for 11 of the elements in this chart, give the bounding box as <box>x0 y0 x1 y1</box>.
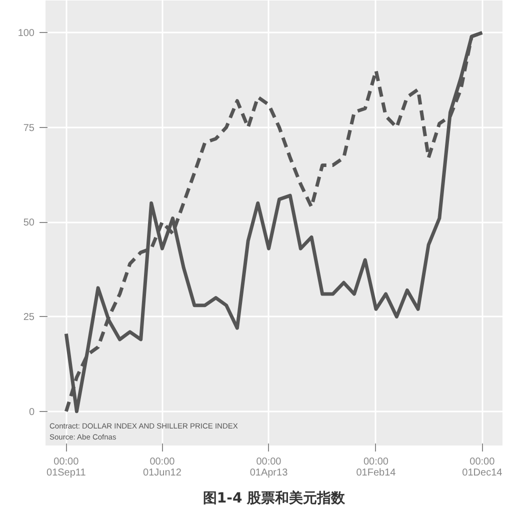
y-tick-label: 25 <box>23 312 35 324</box>
x-tick-label: 00:00 01Sep11 <box>46 456 86 478</box>
y-tick-label: 75 <box>23 122 35 134</box>
text: 图1-4 股票和美元指数 <box>202 490 346 506</box>
y-tick-label: 0 <box>28 406 35 418</box>
y-tick-label: 100 <box>18 28 35 40</box>
x-tick-label: 00:00 01Jun12 <box>143 456 182 478</box>
x-tick-label: 00:00 01Feb14 <box>356 456 396 478</box>
x-tick-label: 00:00 01Dec14 <box>462 456 503 478</box>
x-tick-label: 00:00 01Apr13 <box>250 456 288 478</box>
y-tick-label: 50 <box>23 218 35 229</box>
